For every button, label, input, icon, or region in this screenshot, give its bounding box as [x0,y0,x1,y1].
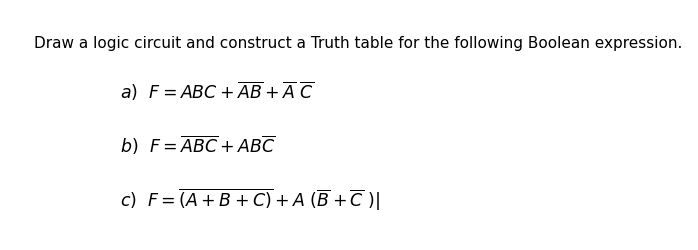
Text: $c)\ \ F = \overline{(A + B + C)} + A\ (\overline{B} + \overline{C}\ )|$: $c)\ \ F = \overline{(A + B + C)} + A\ (… [120,186,380,212]
Text: $b)\ \ F = \overline{ABC} + AB\overline{C}$: $b)\ \ F = \overline{ABC} + AB\overline{… [120,134,275,157]
Text: Draw a logic circuit and construct a Truth table for the following Boolean expre: Draw a logic circuit and construct a Tru… [34,36,682,51]
Text: $a)\ \ F = ABC + \overline{AB} + \overline{A}\ \overline{C}$: $a)\ \ F = ABC + \overline{AB} + \overli… [120,80,314,103]
